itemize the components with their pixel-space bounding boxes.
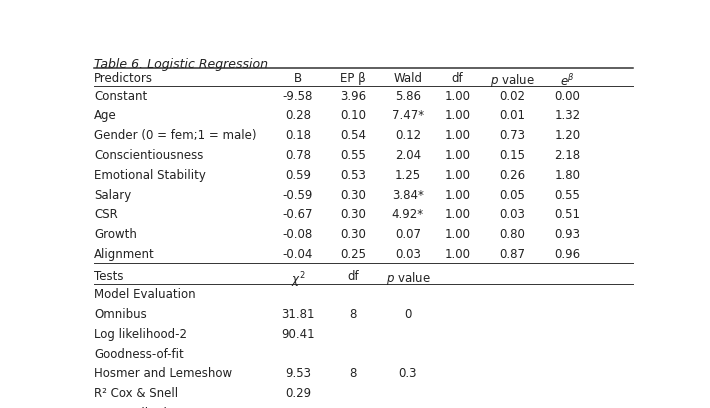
Text: $\chi^{2}$: $\chi^{2}$	[290, 270, 305, 290]
Text: -9.58: -9.58	[283, 90, 313, 102]
Text: 1.00: 1.00	[444, 129, 471, 142]
Text: CSR: CSR	[94, 208, 118, 222]
Text: 1.00: 1.00	[444, 228, 471, 241]
Text: 0.59: 0.59	[285, 169, 311, 182]
Text: 1.25: 1.25	[395, 169, 421, 182]
Text: 0.03: 0.03	[395, 248, 421, 261]
Text: Constant: Constant	[94, 90, 148, 102]
Text: 1.00: 1.00	[444, 90, 471, 102]
Text: 4.92*: 4.92*	[392, 208, 424, 222]
Text: B: B	[294, 72, 302, 85]
Text: EP β: EP β	[340, 72, 366, 85]
Text: Goodness-of-fit: Goodness-of-fit	[94, 348, 184, 361]
Text: 2.04: 2.04	[395, 149, 421, 162]
Text: 9.53: 9.53	[285, 368, 311, 380]
Text: R² Cox & Snell: R² Cox & Snell	[94, 387, 178, 400]
Text: Alignment: Alignment	[94, 248, 155, 261]
Text: Gender (0 = fem;1 = male): Gender (0 = fem;1 = male)	[94, 129, 257, 142]
Text: 0.05: 0.05	[500, 188, 525, 202]
Text: 0.30: 0.30	[340, 208, 366, 222]
Text: $p$ value: $p$ value	[490, 72, 535, 89]
Text: -0.59: -0.59	[283, 188, 313, 202]
Text: 1.00: 1.00	[444, 208, 471, 222]
Text: 3.84*: 3.84*	[392, 188, 424, 202]
Text: -0.67: -0.67	[283, 208, 313, 222]
Text: $p$ value: $p$ value	[386, 270, 430, 287]
Text: 31.81: 31.81	[281, 308, 315, 321]
Text: 8: 8	[349, 308, 356, 321]
Text: 0.53: 0.53	[340, 169, 366, 182]
Text: 1.00: 1.00	[444, 188, 471, 202]
Text: 0.03: 0.03	[500, 208, 525, 222]
Text: Table 6. Logistic Regression: Table 6. Logistic Regression	[94, 58, 268, 71]
Text: 0.26: 0.26	[499, 169, 525, 182]
Text: Omnibus: Omnibus	[94, 308, 147, 321]
Text: Tests: Tests	[94, 270, 124, 283]
Text: Predictors: Predictors	[94, 72, 153, 85]
Text: 1.32: 1.32	[555, 109, 581, 122]
Text: Model Evaluation: Model Evaluation	[94, 288, 196, 301]
Text: 1.00: 1.00	[444, 248, 471, 261]
Text: Age: Age	[94, 109, 117, 122]
Text: Wald: Wald	[393, 72, 422, 85]
Text: 0.87: 0.87	[499, 248, 525, 261]
Text: 0: 0	[404, 308, 412, 321]
Text: 90.41: 90.41	[281, 328, 315, 341]
Text: Salary: Salary	[94, 188, 131, 202]
Text: 0.07: 0.07	[395, 228, 421, 241]
Text: 0.80: 0.80	[500, 228, 525, 241]
Text: Growth: Growth	[94, 228, 137, 241]
Text: 0.15: 0.15	[499, 149, 525, 162]
Text: 0.10: 0.10	[340, 109, 366, 122]
Text: 0.55: 0.55	[340, 149, 366, 162]
Text: 1.00: 1.00	[444, 109, 471, 122]
Text: 0.51: 0.51	[555, 208, 581, 222]
Text: 0.30: 0.30	[340, 228, 366, 241]
Text: 0.18: 0.18	[285, 129, 311, 142]
Text: 0.28: 0.28	[285, 109, 311, 122]
Text: df: df	[347, 270, 359, 283]
Text: 2.18: 2.18	[555, 149, 581, 162]
Text: 0.29: 0.29	[285, 387, 311, 400]
Text: Hosmer and Lemeshow: Hosmer and Lemeshow	[94, 368, 232, 380]
Text: Emotional Stability: Emotional Stability	[94, 169, 206, 182]
Text: 5.86: 5.86	[395, 90, 421, 102]
Text: 3.96: 3.96	[340, 90, 366, 102]
Text: 7.47*: 7.47*	[392, 109, 424, 122]
Text: 0.40: 0.40	[285, 407, 311, 408]
Text: 0.55: 0.55	[555, 188, 580, 202]
Text: 1.20: 1.20	[555, 129, 581, 142]
Text: 0.00: 0.00	[555, 90, 580, 102]
Text: -0.04: -0.04	[283, 248, 313, 261]
Text: Log likelihood-2: Log likelihood-2	[94, 328, 187, 341]
Text: 0.54: 0.54	[340, 129, 366, 142]
Text: R² Nagelkerke: R² Nagelkerke	[94, 407, 178, 408]
Text: 0.93: 0.93	[555, 228, 581, 241]
Text: 0.96: 0.96	[555, 248, 581, 261]
Text: 0.12: 0.12	[395, 129, 421, 142]
Text: 0.3: 0.3	[398, 368, 417, 380]
Text: Conscientiousness: Conscientiousness	[94, 149, 204, 162]
Text: 0.01: 0.01	[499, 109, 525, 122]
Text: 0.73: 0.73	[499, 129, 525, 142]
Text: -0.08: -0.08	[283, 228, 313, 241]
Text: 0.30: 0.30	[340, 188, 366, 202]
Text: df: df	[452, 72, 463, 85]
Text: 1.80: 1.80	[555, 169, 581, 182]
Text: $e^{\beta}$: $e^{\beta}$	[560, 72, 575, 89]
Text: 0.25: 0.25	[340, 248, 366, 261]
Text: 1.00: 1.00	[444, 149, 471, 162]
Text: 1.00: 1.00	[444, 169, 471, 182]
Text: 0.02: 0.02	[499, 90, 525, 102]
Text: 0.78: 0.78	[285, 149, 311, 162]
Text: 8: 8	[349, 368, 356, 380]
